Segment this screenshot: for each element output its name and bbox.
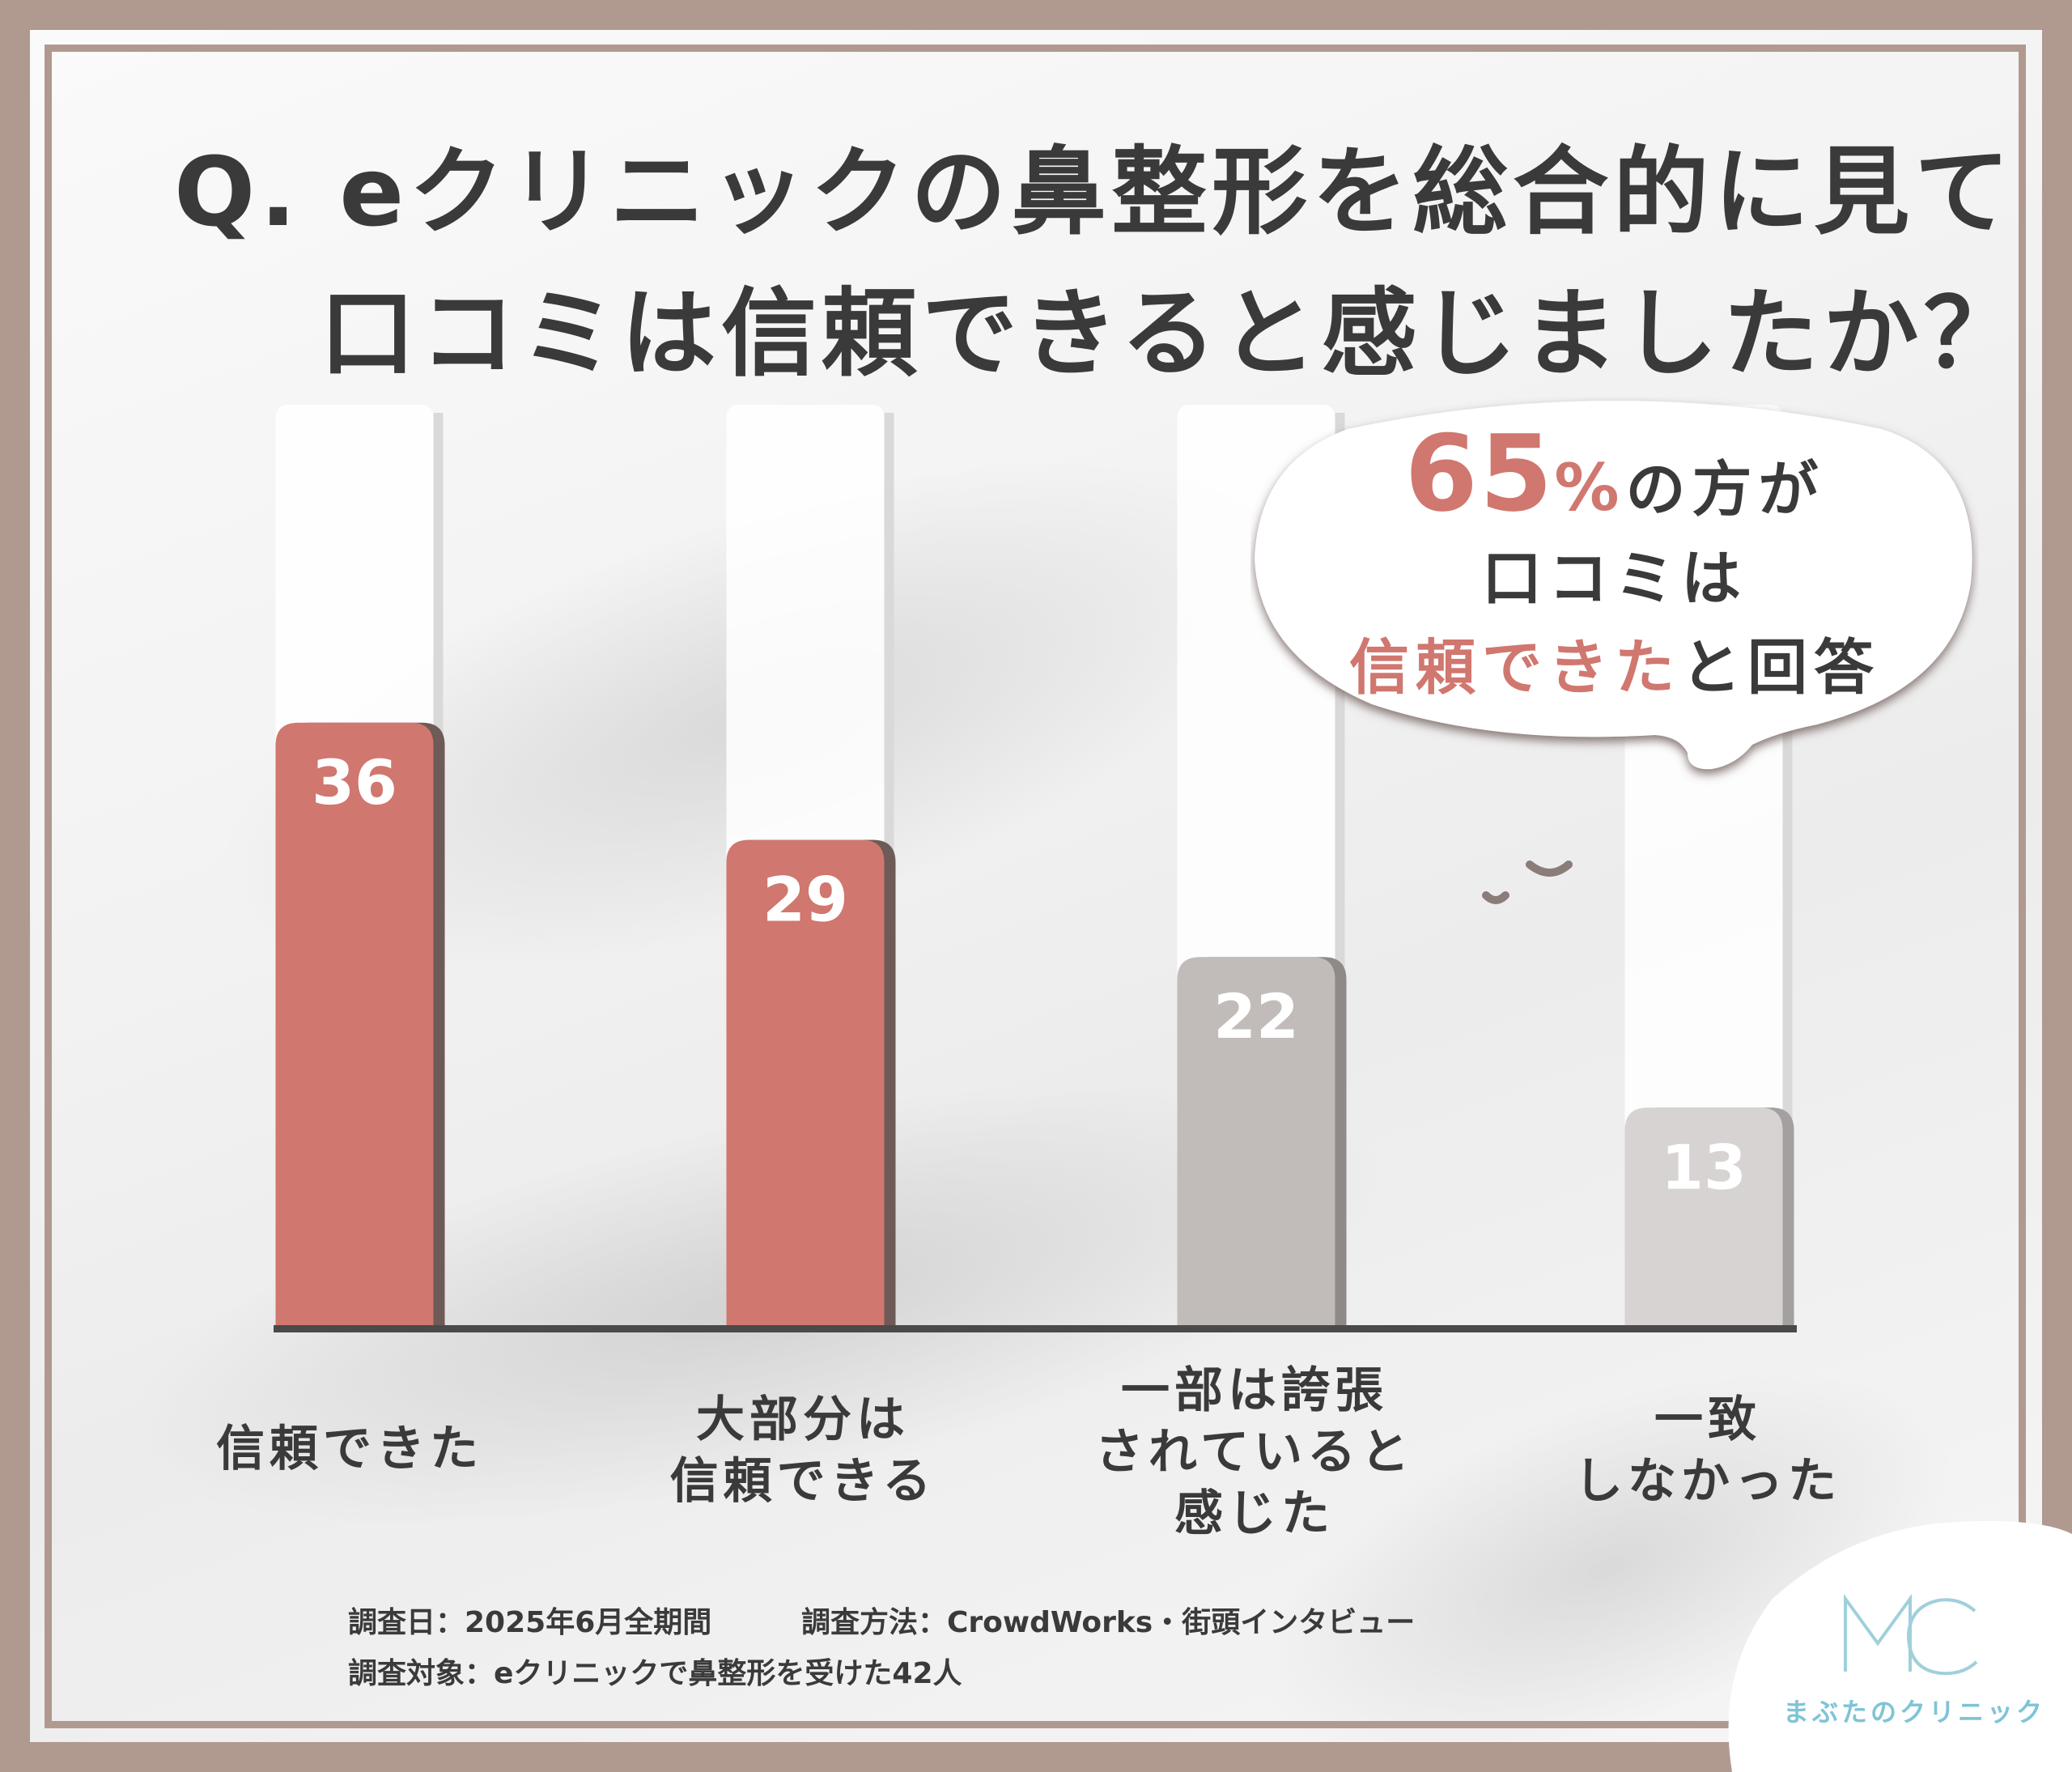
callout-accent: 信頼できた: [1349, 633, 1681, 703]
bubble-tail-dots: [1482, 861, 1573, 904]
callout-text: 65%の方が 口コミは 信頼できたと回答: [1279, 421, 1951, 712]
category-label-1: 信頼できた: [216, 1421, 483, 1477]
callout-percent-sign: %: [1554, 450, 1626, 525]
callout-line-1-suffix: の方が: [1625, 455, 1825, 525]
category-label-3: 一部は誇張 されていると 感じた: [1094, 1362, 1415, 1542]
footnote-survey-method: 調査方法：CrowdWorks・街頭インタビュー: [801, 1606, 1416, 1639]
footnote-survey-target: 調査対象：eクリニックで鼻整形を受けた42人: [348, 1657, 962, 1690]
bar-value-label-1: 36: [312, 746, 397, 818]
x-axis-line: [274, 1325, 1797, 1332]
bar-4: [1624, 1107, 1783, 1325]
callout-percent: 65: [1404, 412, 1555, 535]
callout-line-1: 65%の方が: [1279, 421, 1951, 534]
footnote-survey-date: 調査日：2025年6月全期間: [348, 1606, 712, 1639]
bar-value-label-4: 13: [1661, 1131, 1747, 1203]
bar-2: [726, 839, 885, 1325]
bar-value-label-3: 22: [1213, 980, 1299, 1052]
brand-name: まぶたのクリニック: [1782, 1697, 2045, 1727]
speech-bubble: [1255, 401, 1972, 770]
category-label-4: 一致 しなかった: [1574, 1392, 1841, 1510]
title-line-2: 口コミは信頼できると感じましたか？: [320, 278, 2024, 389]
chart-title: Q. eクリニックの鼻整形を総合的に見て 口コミは信頼できると感じましたか？: [174, 121, 2024, 405]
title-line-1: Q. eクリニックの鼻整形を総合的に見て: [174, 136, 2015, 248]
bar-1: [275, 722, 434, 1325]
brand-logo: [1728, 1521, 2072, 1772]
bar-value-label-2: 29: [762, 863, 848, 935]
callout-line-2: 口コミは: [1482, 544, 1747, 614]
bar-3: [1177, 957, 1335, 1325]
callout-line-3-suffix: と回答: [1681, 633, 1880, 703]
callout-line-3: 信頼できたと回答: [1279, 623, 1951, 712]
category-label-2: 大部分は 信頼できる: [669, 1392, 936, 1510]
